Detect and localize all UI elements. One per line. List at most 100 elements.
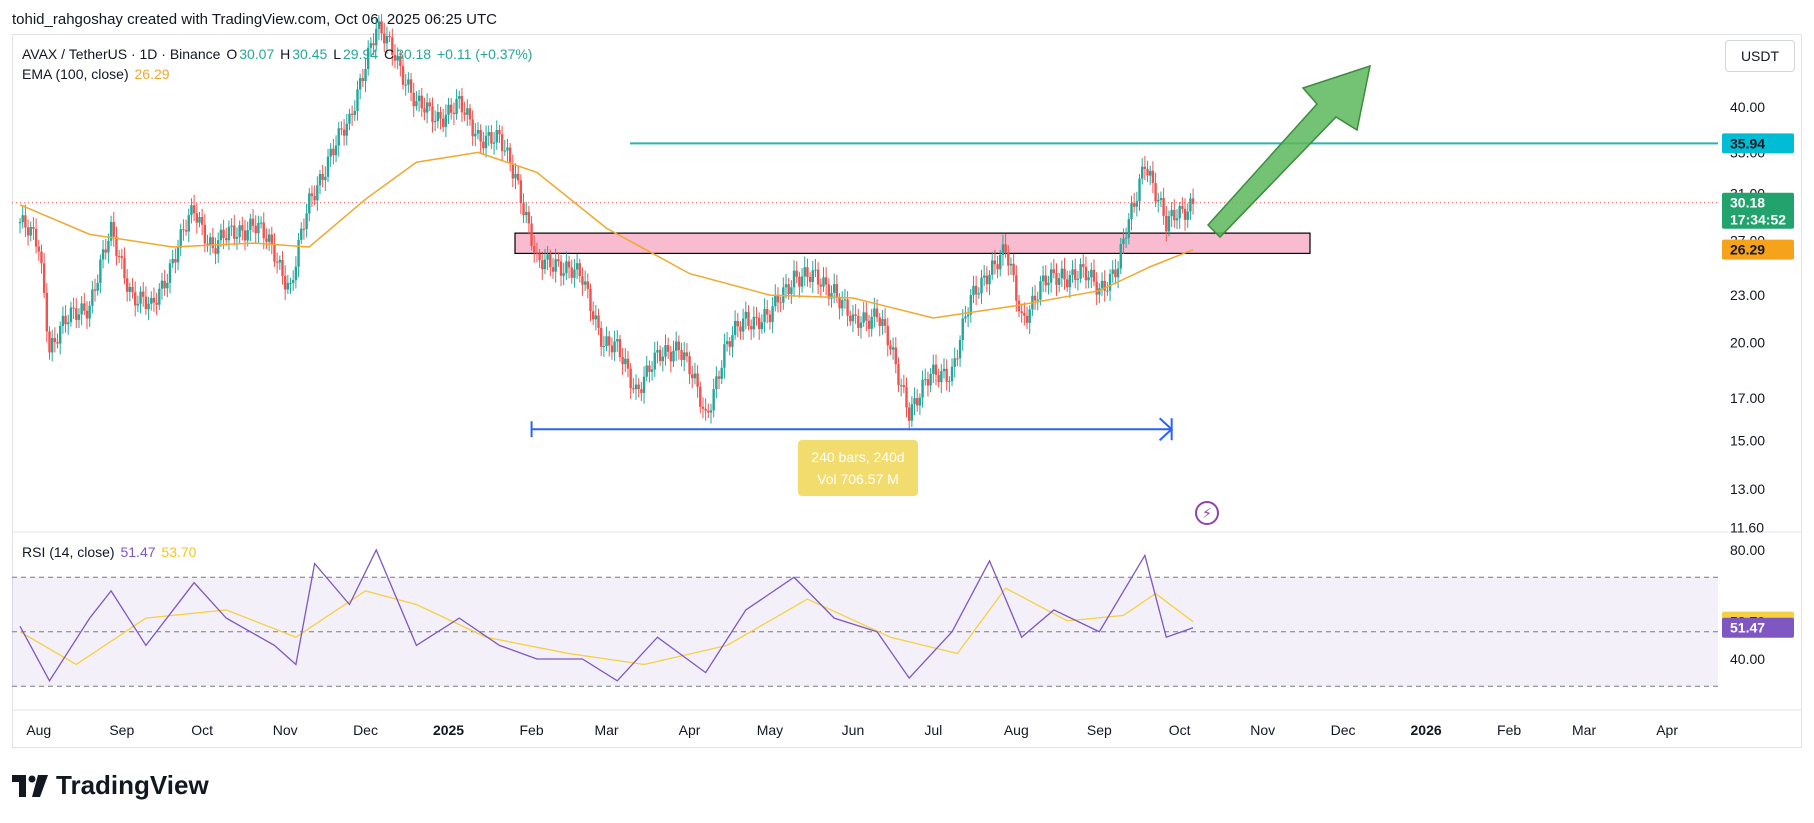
chart-frame[interactable] <box>12 34 1802 748</box>
candle-body <box>466 108 469 115</box>
candle-body <box>1001 244 1005 255</box>
candle-body <box>599 327 603 347</box>
currency-selector[interactable]: USDT <box>1725 40 1795 72</box>
candle-body <box>1103 280 1106 291</box>
candle-body <box>787 284 790 295</box>
candle-body <box>1098 288 1101 295</box>
candle-body <box>286 283 290 290</box>
candle-body <box>1060 268 1064 279</box>
candle-body <box>969 295 972 315</box>
candle-body <box>155 302 158 305</box>
legend-high-value: 30.45 <box>292 46 328 62</box>
candle-body <box>313 196 316 201</box>
tradingview-logo[interactable]: TradingView <box>12 770 209 801</box>
candle-body <box>1111 269 1114 274</box>
candle-body <box>999 254 1002 270</box>
candle-body <box>530 223 533 247</box>
candle-body <box>34 228 38 247</box>
candle-body <box>977 293 981 295</box>
candle-body <box>254 225 257 234</box>
candle-body <box>447 104 450 115</box>
candle-body <box>859 322 863 328</box>
candle-body <box>326 156 330 177</box>
legend-symbol[interactable]: AVAX / TetherUS · 1D · Binance <box>22 46 221 62</box>
candle-body <box>409 79 413 93</box>
candle-body <box>648 365 651 372</box>
candle-body <box>506 147 509 151</box>
candle-body <box>704 408 707 411</box>
candle-body <box>37 246 40 252</box>
candle-body <box>511 163 515 179</box>
candle-body <box>594 315 598 320</box>
candle-body <box>881 319 884 326</box>
candle-body <box>653 352 656 370</box>
legend-change: +0.11 (+0.37%) <box>437 46 533 62</box>
candle-body <box>608 336 611 346</box>
candle-body <box>1079 264 1082 279</box>
legend-close-value: 30.18 <box>396 46 432 62</box>
candle-body <box>1057 278 1061 285</box>
candle-body <box>1007 252 1010 266</box>
candle-body <box>450 104 453 113</box>
candle-body <box>586 281 590 289</box>
candle-body <box>297 239 300 267</box>
candle-body <box>64 315 67 325</box>
candle-body <box>259 222 263 224</box>
time-axis-label: Feb <box>1497 722 1521 738</box>
candle-body <box>790 287 793 295</box>
measure-label: 240 bars, 240d Vol 706.57 M <box>798 440 918 496</box>
candle-body <box>945 368 948 382</box>
lightning-icon[interactable]: ⚡︎ <box>1195 501 1219 525</box>
candle-body <box>819 284 823 287</box>
candle-body <box>1100 280 1104 289</box>
candle-body <box>168 263 172 283</box>
candle-body <box>541 260 544 270</box>
candle-body <box>1143 166 1147 169</box>
candle-body <box>1146 168 1149 176</box>
time-axis-label: Nov <box>273 722 298 738</box>
candle-body <box>1068 274 1072 288</box>
ema-legend[interactable]: EMA (100, close) 26.29 <box>22 66 172 82</box>
candle-body <box>233 225 236 239</box>
candle-body <box>897 364 900 386</box>
candle-body <box>691 374 694 379</box>
candle-body <box>21 215 24 223</box>
candle-body <box>136 303 140 306</box>
candle-body <box>179 229 182 248</box>
candle-body <box>749 326 753 330</box>
candle-body <box>961 318 964 340</box>
candle-body <box>117 255 121 257</box>
candle-body <box>383 33 386 44</box>
candle-body <box>1028 309 1031 323</box>
candle-body <box>972 285 975 296</box>
candle-body <box>758 317 761 330</box>
time-axis-label: Jun <box>842 722 865 738</box>
candle-body <box>75 308 78 320</box>
rsi-legend[interactable]: RSI (14, close) 51.47 53.70 <box>22 544 198 560</box>
candle-body <box>123 258 126 279</box>
candle-body <box>91 289 94 306</box>
candle-body <box>736 320 739 327</box>
candle-body <box>275 261 279 263</box>
candle-body <box>1049 269 1053 283</box>
candle-body <box>808 276 812 282</box>
candle-body <box>1004 244 1007 253</box>
candle-body <box>423 108 426 113</box>
candle-body <box>206 243 209 245</box>
candle-body <box>214 248 217 254</box>
candle-body <box>857 315 860 328</box>
candle-body <box>142 291 145 297</box>
candle-body <box>902 385 906 388</box>
candle-body <box>1106 290 1109 292</box>
candle-body <box>760 322 764 330</box>
time-axis-label: Sep <box>1087 722 1112 738</box>
rsi-ma-legend-value: 53.70 <box>161 544 197 560</box>
candle-body <box>650 369 654 372</box>
time-axis-label: Nov <box>1250 722 1275 738</box>
candle-body <box>412 92 415 107</box>
candle-body <box>824 277 828 285</box>
candle-body <box>1151 170 1155 184</box>
price-axis-label: 15.00 <box>1730 432 1765 448</box>
candle-body <box>369 43 373 48</box>
